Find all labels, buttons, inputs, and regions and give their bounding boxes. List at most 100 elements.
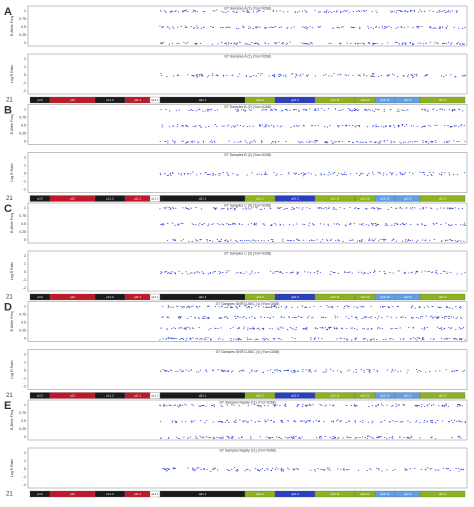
data-point bbox=[268, 75, 270, 77]
data-point bbox=[226, 307, 228, 308]
data-point bbox=[362, 420, 364, 421]
data-point bbox=[375, 10, 377, 12]
data-point bbox=[297, 240, 299, 241]
data-point bbox=[246, 174, 248, 176]
data-point bbox=[243, 370, 245, 372]
data-point bbox=[164, 173, 166, 175]
data-point bbox=[232, 437, 234, 439]
data-point bbox=[389, 421, 391, 423]
y-tick-label: 2 bbox=[24, 451, 26, 455]
data-point bbox=[286, 272, 288, 273]
data-point bbox=[254, 26, 257, 28]
data-point bbox=[245, 468, 248, 470]
data-point bbox=[344, 171, 346, 173]
data-point bbox=[399, 437, 401, 438]
data-point bbox=[293, 240, 295, 241]
data-point bbox=[451, 437, 453, 438]
data-point bbox=[448, 140, 450, 142]
data-point bbox=[323, 470, 325, 471]
data-point bbox=[448, 10, 450, 11]
data-point bbox=[276, 42, 278, 44]
data-point bbox=[278, 307, 280, 308]
data-point bbox=[181, 140, 183, 142]
data-point bbox=[264, 42, 266, 44]
data-point bbox=[355, 316, 357, 318]
data-point bbox=[422, 109, 424, 110]
data-point bbox=[257, 420, 259, 422]
data-point bbox=[250, 328, 252, 329]
data-point bbox=[424, 270, 426, 272]
data-point bbox=[200, 173, 202, 175]
data-point bbox=[366, 368, 368, 370]
data-point bbox=[318, 337, 320, 339]
data-point bbox=[354, 42, 356, 44]
data-point bbox=[310, 338, 312, 340]
data-point bbox=[339, 42, 341, 44]
data-point bbox=[242, 208, 244, 210]
data-point bbox=[456, 273, 458, 275]
data-point bbox=[228, 470, 230, 472]
data-point bbox=[212, 438, 215, 440]
data-point bbox=[180, 125, 182, 127]
data-point bbox=[226, 420, 228, 422]
data-point bbox=[422, 208, 425, 209]
data-point bbox=[193, 420, 195, 422]
data-point bbox=[259, 470, 261, 472]
data-point bbox=[172, 140, 174, 142]
data-point bbox=[413, 10, 416, 11]
data-point bbox=[301, 420, 304, 422]
y-tick-label: -2 bbox=[23, 89, 26, 93]
data-point bbox=[353, 404, 356, 406]
data-point bbox=[319, 437, 321, 439]
data-point bbox=[231, 207, 233, 209]
data-point bbox=[214, 174, 216, 176]
data-point bbox=[349, 222, 351, 224]
band-label: q21.2 bbox=[256, 196, 264, 200]
data-point bbox=[167, 305, 169, 307]
data-point bbox=[321, 338, 323, 340]
data-point bbox=[302, 175, 304, 177]
data-point bbox=[275, 109, 277, 111]
data-point bbox=[279, 207, 281, 209]
data-point bbox=[448, 109, 450, 111]
data-point bbox=[286, 27, 288, 29]
data-point bbox=[440, 10, 442, 12]
data-point bbox=[193, 141, 196, 143]
data-point bbox=[312, 404, 314, 406]
data-point bbox=[298, 125, 300, 127]
data-point bbox=[261, 73, 263, 74]
plot-title: GT Samples B (2) (Ysn=0268) bbox=[224, 105, 271, 109]
data-point bbox=[446, 207, 448, 209]
data-point bbox=[417, 337, 419, 339]
data-point bbox=[220, 327, 222, 329]
data-point bbox=[279, 405, 281, 406]
data-point bbox=[431, 436, 433, 438]
data-point bbox=[195, 435, 197, 437]
y-axis-label: Log R Ratio bbox=[10, 360, 14, 379]
data-point bbox=[448, 421, 450, 422]
data-point bbox=[197, 271, 199, 273]
data-point bbox=[324, 469, 326, 470]
data-point bbox=[209, 174, 211, 175]
data-point bbox=[349, 207, 351, 208]
data-point bbox=[397, 270, 400, 272]
data-point bbox=[418, 370, 420, 371]
data-point bbox=[384, 420, 386, 421]
data-point bbox=[264, 173, 267, 175]
data-point bbox=[216, 239, 218, 240]
data-point bbox=[377, 109, 379, 111]
data-point bbox=[394, 421, 396, 423]
data-point bbox=[162, 224, 164, 226]
y-axis-label: B Allele Freq bbox=[10, 410, 14, 430]
data-point bbox=[370, 207, 373, 209]
data-point bbox=[341, 140, 343, 142]
data-point bbox=[447, 239, 449, 241]
data-point bbox=[411, 74, 413, 76]
data-point bbox=[302, 26, 304, 28]
data-point bbox=[230, 306, 232, 308]
data-point bbox=[262, 223, 264, 225]
data-point bbox=[281, 125, 283, 127]
data-point bbox=[435, 370, 437, 372]
data-point bbox=[371, 223, 373, 224]
data-point bbox=[392, 306, 394, 308]
